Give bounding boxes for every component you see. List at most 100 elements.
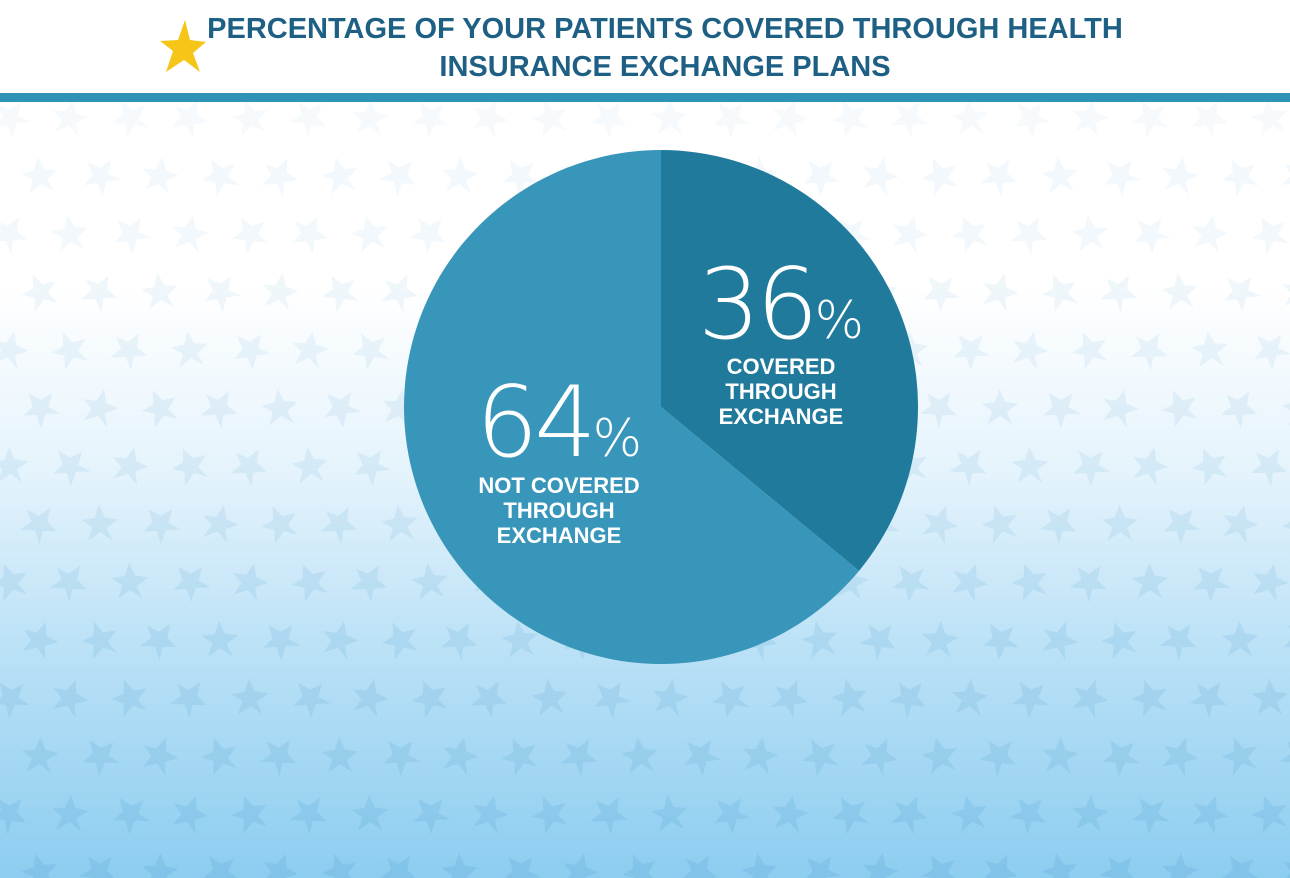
pattern-star-icon bbox=[1072, 794, 1109, 832]
pattern-star-icon bbox=[590, 797, 628, 835]
pattern-star-icon bbox=[801, 621, 838, 659]
pattern-star-icon bbox=[1253, 563, 1289, 602]
pattern-star-icon bbox=[831, 679, 868, 717]
pattern-star-icon bbox=[379, 160, 416, 197]
pattern-star-icon bbox=[233, 563, 269, 602]
pattern-star-icon bbox=[409, 218, 446, 255]
pattern-star-icon bbox=[171, 102, 208, 139]
pattern-star-icon bbox=[621, 854, 659, 878]
pattern-star-icon bbox=[0, 563, 27, 602]
pattern-star-icon bbox=[1222, 855, 1260, 878]
slice-value-covered: 36% bbox=[661, 256, 901, 354]
pattern-star-icon bbox=[113, 447, 149, 486]
pattern-star-icon bbox=[980, 159, 1018, 197]
pattern-star-icon bbox=[324, 392, 362, 429]
pattern-star-icon bbox=[771, 680, 808, 719]
pattern-star-icon bbox=[1192, 795, 1229, 835]
pattern-star-icon bbox=[381, 504, 418, 542]
pattern-star-icon bbox=[201, 737, 237, 776]
pattern-star-icon bbox=[292, 330, 329, 369]
pattern-star-icon bbox=[21, 274, 59, 312]
pattern-star-icon bbox=[1162, 157, 1199, 195]
pattern-star-icon bbox=[923, 276, 961, 313]
pattern-star-icon bbox=[1251, 102, 1288, 137]
pattern-star-icon bbox=[1221, 737, 1257, 776]
pattern-star-icon bbox=[803, 160, 841, 197]
pattern-star-icon bbox=[1013, 331, 1049, 370]
pattern-star-icon bbox=[1012, 681, 1050, 719]
pattern-star-icon bbox=[0, 217, 28, 255]
pattern-star-icon bbox=[1163, 508, 1201, 545]
label-line: THROUGH bbox=[725, 379, 837, 404]
pattern-star-icon bbox=[983, 273, 1019, 312]
pattern-star-icon bbox=[594, 682, 632, 719]
value-number: 64 bbox=[475, 366, 597, 480]
pattern-star-icon bbox=[261, 506, 299, 544]
pattern-star-icon bbox=[501, 738, 539, 776]
pattern-star-icon bbox=[293, 683, 331, 719]
pattern-star-icon bbox=[804, 856, 842, 878]
pattern-star-icon bbox=[1011, 446, 1049, 483]
pattern-star-icon bbox=[51, 214, 88, 252]
pattern-star-icon bbox=[921, 158, 958, 196]
pattern-star-icon bbox=[981, 388, 1019, 425]
pattern-star-icon bbox=[862, 852, 899, 878]
title-line-1: PERCENTAGE OF YOUR PATIENTS COVERED THRO… bbox=[207, 13, 1123, 45]
pattern-star-icon bbox=[863, 157, 899, 196]
pattern-star-icon bbox=[351, 215, 388, 253]
pattern-star-icon bbox=[0, 331, 29, 370]
pattern-star-icon bbox=[773, 102, 809, 138]
pattern-star-icon bbox=[259, 739, 297, 777]
pattern-star-icon bbox=[201, 620, 239, 657]
pattern-star-icon bbox=[893, 215, 929, 254]
pattern-star-icon bbox=[80, 275, 118, 313]
pattern-star-icon bbox=[951, 216, 988, 254]
pattern-star-icon bbox=[0, 798, 26, 835]
pattern-star-icon bbox=[1069, 566, 1107, 603]
pattern-star-icon bbox=[203, 505, 239, 544]
pattern-star-icon bbox=[171, 330, 208, 368]
pattern-star-icon bbox=[49, 565, 87, 603]
pattern-star-icon bbox=[354, 450, 392, 487]
pattern-star-icon bbox=[79, 856, 116, 878]
pattern-star-icon bbox=[502, 159, 540, 197]
pattern-star-icon bbox=[621, 736, 658, 774]
pattern-star-icon bbox=[1159, 624, 1197, 661]
pattern-star-icon bbox=[231, 102, 268, 137]
pattern-star-icon bbox=[83, 389, 119, 428]
pattern-star-icon bbox=[350, 565, 388, 603]
pattern-star-icon bbox=[981, 505, 1017, 544]
pattern-star-icon bbox=[1041, 274, 1078, 312]
pattern-star-icon bbox=[21, 156, 58, 194]
pattern-star-icon bbox=[1131, 679, 1167, 718]
pattern-star-icon bbox=[1102, 739, 1140, 777]
pattern-star-icon bbox=[1162, 852, 1199, 878]
pattern-star-icon bbox=[1132, 797, 1170, 835]
pattern-star-icon bbox=[1132, 102, 1169, 139]
pattern-star-icon bbox=[382, 388, 419, 427]
pattern-star-icon bbox=[1042, 736, 1079, 774]
pattern-star-icon bbox=[1192, 215, 1229, 253]
pattern-star-icon bbox=[289, 797, 327, 835]
pattern-star-icon bbox=[52, 679, 89, 718]
pattern-star-icon bbox=[861, 738, 898, 777]
pattern-star-icon bbox=[291, 446, 328, 484]
pattern-star-icon bbox=[110, 333, 148, 371]
pattern-star-icon bbox=[772, 794, 809, 833]
pattern-star-icon bbox=[1254, 334, 1290, 371]
pattern-star-icon bbox=[1071, 332, 1108, 370]
pattern-star-icon bbox=[1072, 102, 1109, 137]
pattern-star-icon bbox=[262, 853, 299, 878]
pattern-star-icon bbox=[919, 392, 957, 429]
pattern-star-icon bbox=[141, 852, 179, 878]
pattern-star-icon bbox=[979, 740, 1016, 777]
pattern-star-icon bbox=[473, 795, 509, 834]
pattern-star-icon bbox=[21, 853, 58, 878]
pattern-star-icon bbox=[204, 276, 242, 313]
pattern-star-icon bbox=[832, 562, 869, 600]
pattern-star-icon bbox=[230, 449, 268, 487]
pattern-star-icon bbox=[1193, 566, 1231, 603]
pattern-star-icon bbox=[503, 857, 541, 878]
pattern-star-icon bbox=[1014, 102, 1052, 139]
pattern-star-icon bbox=[1161, 272, 1198, 310]
